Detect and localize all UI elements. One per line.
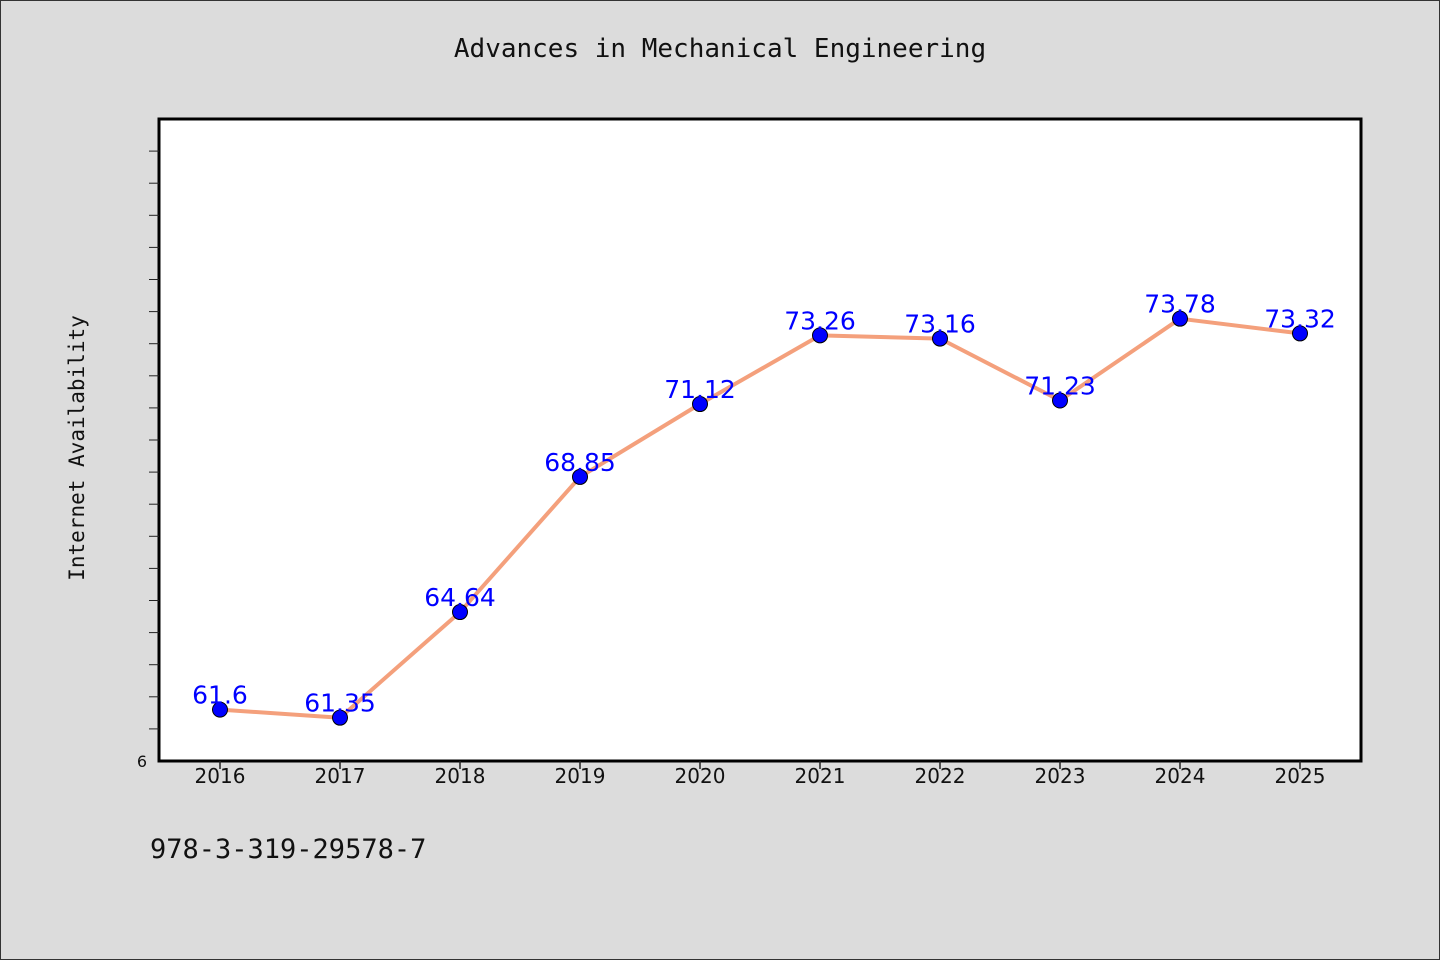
data-label: 73.26: [784, 306, 856, 335]
x-tick-label: 2024: [1155, 764, 1206, 788]
chart-title: Advances in Mechanical Engineering: [453, 34, 987, 64]
x-tick-label: 2020: [675, 764, 726, 788]
data-label: 64.64: [424, 583, 496, 612]
x-tick-label: 2018: [435, 764, 486, 788]
data-point: [1052, 392, 1068, 409]
footer-isbn: 978-3-319-29578-7: [150, 834, 427, 865]
x-tick-label: 2023: [1035, 764, 1086, 788]
data-point: [812, 327, 828, 344]
data-point: [1172, 310, 1188, 327]
data-point: [1292, 325, 1308, 342]
data-label: 68.85: [544, 448, 616, 477]
data-label: 73.32: [1264, 304, 1336, 333]
data-point: [452, 604, 468, 621]
data-point: [572, 468, 588, 485]
y-tick-label: 6: [137, 752, 147, 771]
data-point: [932, 330, 948, 347]
data-point: [212, 701, 228, 718]
data-label: 71.23: [1024, 372, 1096, 401]
data-label: 73.16: [904, 310, 976, 339]
x-tick-label: 2016: [195, 764, 246, 788]
data-label: 61.6: [192, 681, 248, 710]
plot-area: [157, 117, 1363, 763]
x-tick-label: 2025: [1275, 764, 1326, 788]
data-label: 71.12: [664, 375, 736, 404]
data-label: 73.78: [1144, 290, 1216, 319]
data-point: [332, 709, 348, 726]
series-line: [219, 316, 1301, 720]
data-label: 61.35: [304, 689, 376, 718]
x-tick-label: 2022: [915, 764, 966, 788]
x-tick-label: 2019: [555, 764, 606, 788]
x-tick-label: 2021: [795, 764, 846, 788]
data-point: [692, 396, 708, 413]
x-tick-label: 2017: [315, 764, 366, 788]
